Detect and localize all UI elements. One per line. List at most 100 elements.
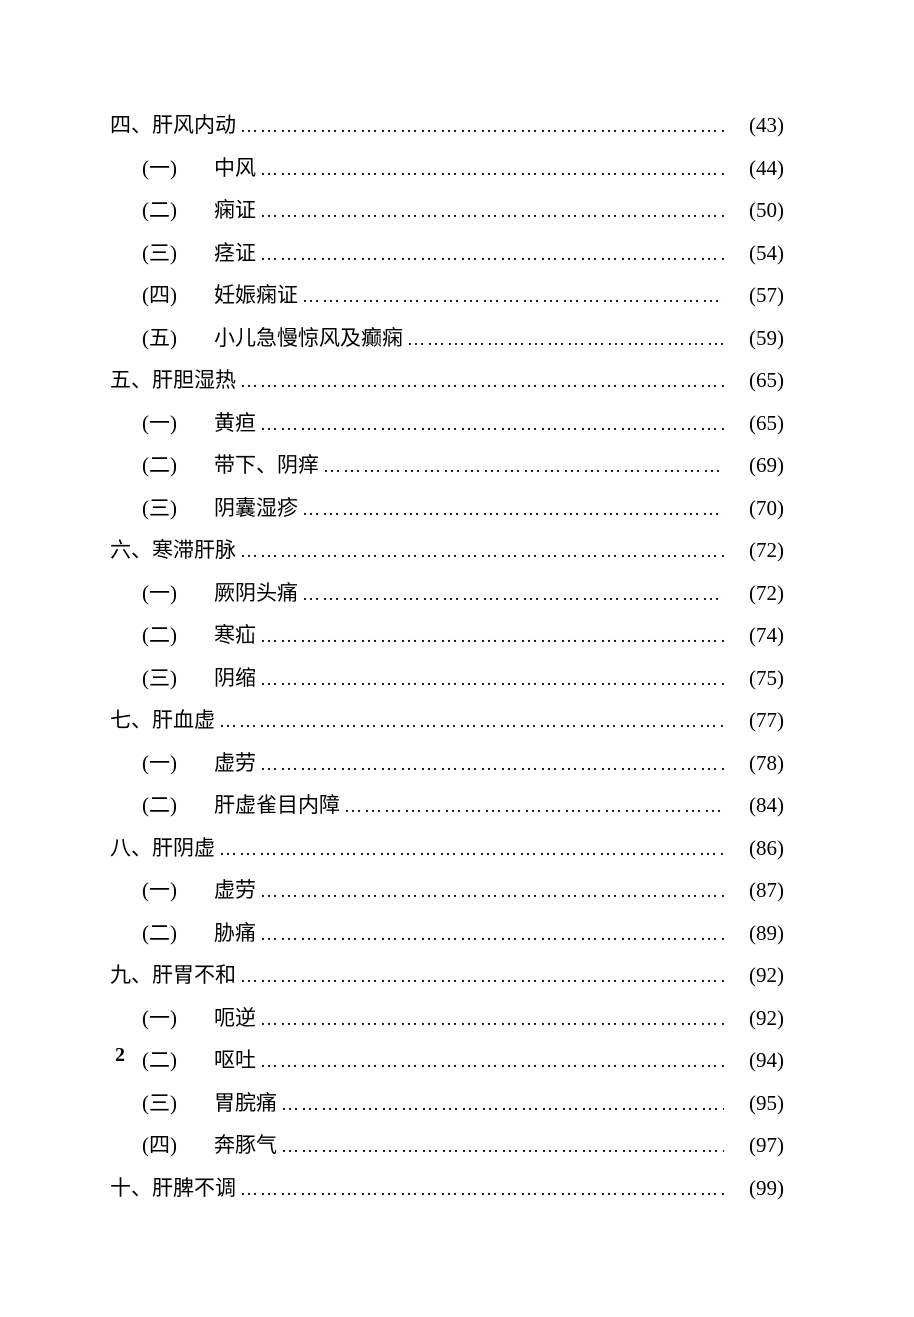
leader-dots: …………………………………………………………………………………… — [298, 496, 724, 523]
item-title: 厥阴头痛 — [214, 578, 298, 610]
leader-dots: …………………………………………………………………………………… — [256, 666, 724, 693]
item-page: (44) — [724, 153, 784, 185]
section-marker: 十、 — [110, 1173, 152, 1205]
toc-item-line: (一)虚劳……………………………………………………………………………………(87… — [110, 875, 784, 907]
item-page: (95) — [724, 1088, 784, 1120]
leader-dots: …………………………………………………………………………………… — [319, 453, 724, 480]
section-title: 寒滞肝脉 — [152, 535, 236, 567]
item-title: 带下、阴痒 — [214, 450, 319, 482]
leader-dots: …………………………………………………………………………………… — [215, 836, 724, 863]
item-title: 呃逆 — [214, 1003, 256, 1035]
item-page: (94) — [724, 1045, 784, 1077]
leader-dots: …………………………………………………………………………………… — [256, 241, 724, 268]
toc-section-line: 四、肝风内动……………………………………………………………………………………(4… — [110, 110, 784, 142]
item-marker: (三) — [142, 493, 214, 525]
item-marker: (五) — [142, 323, 214, 355]
item-marker: (二) — [142, 620, 214, 652]
section-page: (43) — [724, 110, 784, 142]
item-title: 肝虚雀目内障 — [214, 790, 340, 822]
item-marker: (四) — [142, 280, 214, 312]
leader-dots: …………………………………………………………………………………… — [256, 198, 724, 225]
item-page: (87) — [724, 875, 784, 907]
item-page: (75) — [724, 663, 784, 695]
section-title: 肝血虚 — [152, 705, 215, 737]
item-page: (72) — [724, 578, 784, 610]
toc-item-line: (三)阴缩……………………………………………………………………………………(75… — [110, 663, 784, 695]
toc-item-line: (一)虚劳……………………………………………………………………………………(78… — [110, 748, 784, 780]
toc-section-line: 七、肝血虚……………………………………………………………………………………(77… — [110, 705, 784, 737]
item-marker: (一) — [142, 748, 214, 780]
section-marker: 六、 — [110, 535, 152, 567]
item-title: 虚劳 — [214, 875, 256, 907]
toc-page: 四、肝风内动……………………………………………………………………………………(4… — [0, 0, 914, 1204]
toc-item-line: (二)肝虚雀目内障…………………………………………………………………………………… — [110, 790, 784, 822]
item-title: 痉证 — [214, 238, 256, 270]
toc-section-line: 五、肝胆湿热……………………………………………………………………………………(6… — [110, 365, 784, 397]
item-page: (97) — [724, 1130, 784, 1162]
leader-dots: …………………………………………………………………………………… — [403, 326, 724, 353]
leader-dots: …………………………………………………………………………………… — [277, 1133, 724, 1160]
item-page: (59) — [724, 323, 784, 355]
leader-dots: …………………………………………………………………………………… — [256, 411, 724, 438]
leader-dots: …………………………………………………………………………………… — [256, 751, 724, 778]
section-marker: 八、 — [110, 833, 152, 865]
leader-dots: …………………………………………………………………………………… — [236, 113, 724, 140]
toc-section-line: 八、肝阴虚……………………………………………………………………………………(86… — [110, 833, 784, 865]
item-marker: (二) — [142, 195, 214, 227]
item-marker: (二) — [142, 790, 214, 822]
leader-dots: …………………………………………………………………………………… — [256, 623, 724, 650]
item-title: 中风 — [214, 153, 256, 185]
item-page: (57) — [724, 280, 784, 312]
leader-dots: …………………………………………………………………………………… — [215, 708, 724, 735]
item-page: (92) — [724, 1003, 784, 1035]
toc-item-line: (一)黄疸……………………………………………………………………………………(65… — [110, 408, 784, 440]
toc-item-line: (二)胁痛……………………………………………………………………………………(89… — [110, 918, 784, 950]
item-page: (50) — [724, 195, 784, 227]
toc-section-line: 九、肝胃不和……………………………………………………………………………………(9… — [110, 960, 784, 992]
toc-item-line: (三)痉证……………………………………………………………………………………(54… — [110, 238, 784, 270]
toc-item-line: (二)痫证……………………………………………………………………………………(50… — [110, 195, 784, 227]
item-page: (69) — [724, 450, 784, 482]
leader-dots: …………………………………………………………………………………… — [256, 878, 724, 905]
item-marker: (一) — [142, 1003, 214, 1035]
item-title: 妊娠痫证 — [214, 280, 298, 312]
item-title: 黄疸 — [214, 408, 256, 440]
leader-dots: …………………………………………………………………………………… — [256, 156, 724, 183]
item-title: 胃脘痛 — [214, 1088, 277, 1120]
item-marker: (四) — [142, 1130, 214, 1162]
item-marker: (一) — [142, 408, 214, 440]
leader-dots: …………………………………………………………………………………… — [277, 1091, 724, 1118]
section-page: (65) — [724, 365, 784, 397]
toc-item-line: (四)奔豚气……………………………………………………………………………………(9… — [110, 1130, 784, 1162]
section-marker: 四、 — [110, 110, 152, 142]
item-marker: (二) — [142, 918, 214, 950]
item-marker: (二) — [142, 450, 214, 482]
section-page: (99) — [724, 1173, 784, 1205]
item-marker: (一) — [142, 578, 214, 610]
leader-dots: …………………………………………………………………………………… — [298, 283, 724, 310]
leader-dots: …………………………………………………………………………………… — [256, 1048, 724, 1075]
toc-section-line: 六、寒滞肝脉……………………………………………………………………………………(7… — [110, 535, 784, 567]
item-page: (65) — [724, 408, 784, 440]
item-marker: (一) — [142, 875, 214, 907]
leader-dots: …………………………………………………………………………………… — [236, 368, 724, 395]
toc-item-line: (一)呃逆……………………………………………………………………………………(92… — [110, 1003, 784, 1035]
section-page: (77) — [724, 705, 784, 737]
section-marker: 九、 — [110, 960, 152, 992]
leader-dots: …………………………………………………………………………………… — [236, 538, 724, 565]
item-title: 阴缩 — [214, 663, 256, 695]
section-marker: 七、 — [110, 705, 152, 737]
toc-item-line: (二)寒疝……………………………………………………………………………………(74… — [110, 620, 784, 652]
section-title: 肝阴虚 — [152, 833, 215, 865]
item-marker: (二) — [142, 1045, 214, 1077]
toc-section-line: 十、肝脾不调……………………………………………………………………………………(9… — [110, 1173, 784, 1205]
item-title: 阴囊湿疹 — [214, 493, 298, 525]
toc-item-line: (二)呕吐……………………………………………………………………………………(94… — [110, 1045, 784, 1077]
section-page: (92) — [724, 960, 784, 992]
item-marker: (三) — [142, 663, 214, 695]
toc-item-line: (一)厥阴头痛……………………………………………………………………………………(… — [110, 578, 784, 610]
toc-container: 四、肝风内动……………………………………………………………………………………(4… — [110, 110, 784, 1204]
leader-dots: …………………………………………………………………………………… — [256, 1006, 724, 1033]
section-title: 肝风内动 — [152, 110, 236, 142]
toc-item-line: (一)中风……………………………………………………………………………………(44… — [110, 153, 784, 185]
